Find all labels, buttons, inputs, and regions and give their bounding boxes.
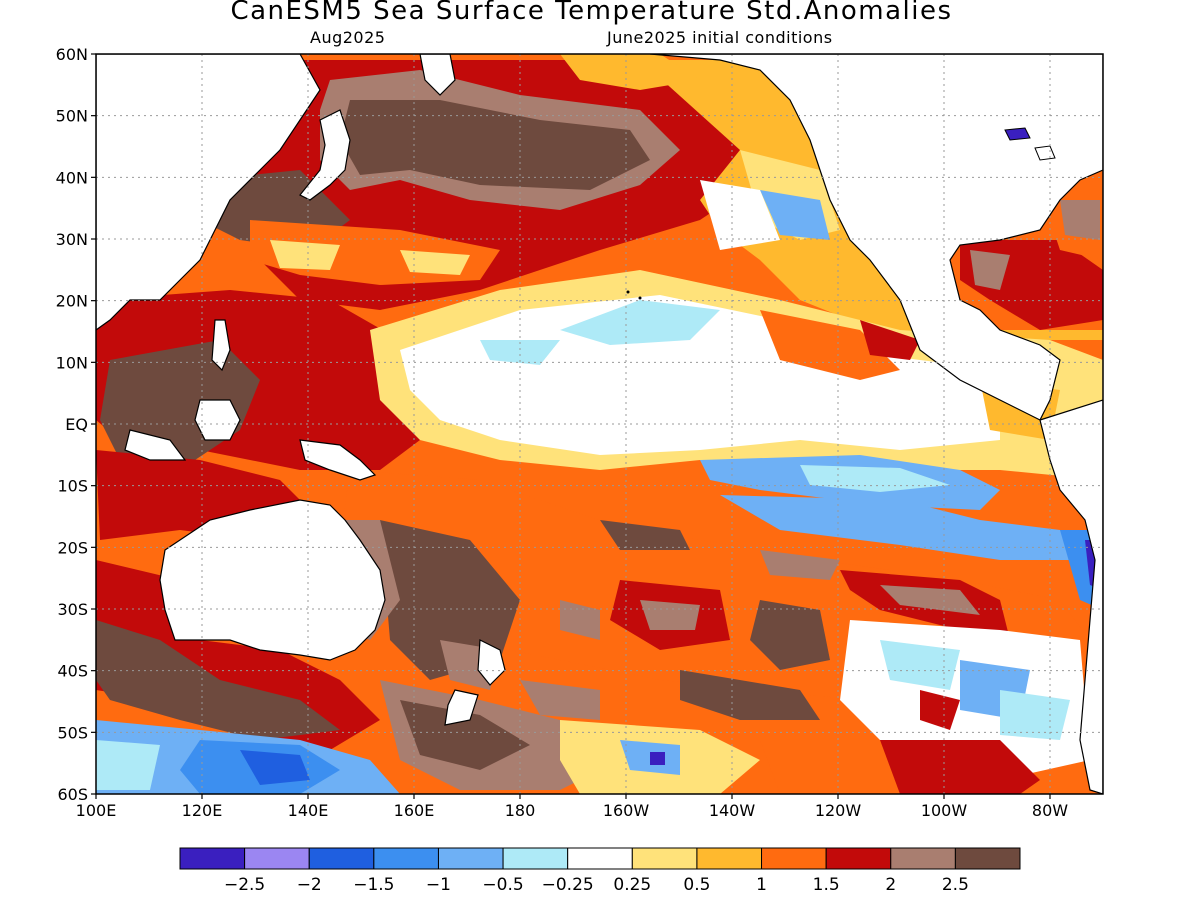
lon-label-100w: 100W <box>921 801 968 820</box>
colorbar-label: 0.5 <box>683 875 710 895</box>
colorbar-swatch <box>825 847 892 870</box>
colorbar-swatch <box>890 847 956 870</box>
colorbar-label: −2 <box>297 875 322 895</box>
lat-label-40n: 40N <box>56 168 88 187</box>
lat-label-60n: 60N <box>56 45 88 64</box>
lat-label-50n: 50N <box>56 107 88 126</box>
lat-label-60s: 60S <box>57 785 88 804</box>
lat-label-30s: 30S <box>57 600 88 619</box>
colorbar-label: −0.5 <box>482 875 523 895</box>
lon-label-180: 180 <box>505 801 536 820</box>
colorbar-label: 1.5 <box>813 875 840 895</box>
colorbar-label: −0.25 <box>542 875 594 895</box>
latitude-axis: 60N 50N 40N 30N 20N 10N EQ 10S 20S 30S 40S 50S 60S <box>56 45 88 804</box>
lon-label-140e: 140E <box>288 801 329 820</box>
colorbar-label: 2.5 <box>942 875 969 895</box>
colorbar <box>179 847 1021 870</box>
colorbar-swatch <box>567 847 633 870</box>
colorbar-swatch <box>244 847 310 870</box>
lat-label-20s: 20S <box>57 538 88 557</box>
colorbar-swatch <box>437 847 504 870</box>
lon-label-80w: 80W <box>1032 801 1068 820</box>
lon-label-160w: 160W <box>603 801 650 820</box>
colorbar-swatch <box>179 847 246 870</box>
colorbar-swatch <box>954 847 1021 870</box>
lon-label-100e: 100E <box>76 801 117 820</box>
colorbar-labels: −2.5 −2 −1.5 −1 −0.5 −0.25 0.25 0.5 1 1.5 2 2.5 <box>224 875 969 895</box>
lon-label-120w: 120W <box>815 801 862 820</box>
colorbar-swatch <box>373 847 439 870</box>
lon-label-120e: 120E <box>182 801 223 820</box>
lat-label-50s: 50S <box>57 723 88 742</box>
colorbar-label: 2 <box>885 875 896 895</box>
lat-label-40s: 40S <box>57 662 88 681</box>
colorbar-label: 0.25 <box>613 875 651 895</box>
colorbar-label: −1.5 <box>353 875 394 895</box>
lon-label-140w: 140W <box>709 801 756 820</box>
colorbar-label: −2.5 <box>224 875 265 895</box>
init-conditions-label: June2025 initial conditions <box>607 28 833 47</box>
map-title: CanESM5 Sea Surface Temperature Std.Anom… <box>230 0 953 26</box>
colorbar-label: −1 <box>426 875 451 895</box>
colorbar-swatch <box>502 847 569 870</box>
valid-month-label: Aug2025 <box>310 28 386 47</box>
colorbar-label: 1 <box>756 875 767 895</box>
longitude-axis: 100E 120E 140E 160E 180 160W 140W 120W 100W 80W <box>76 801 1069 820</box>
colorbar-swatch <box>308 847 375 870</box>
lat-label-10s: 10S <box>57 477 88 496</box>
lon-label-160e: 160E <box>394 801 435 820</box>
colorbar-swatch <box>696 847 763 870</box>
anomaly-field <box>96 54 1103 794</box>
colorbar-swatch <box>761 847 827 870</box>
lat-label-10n: 10N <box>56 353 88 372</box>
lat-label-eq: EQ <box>65 415 88 434</box>
tick-marks <box>91 53 1051 799</box>
lat-label-30n: 30N <box>56 230 88 249</box>
colorbar-swatch <box>631 847 698 870</box>
lat-label-20n: 20N <box>56 292 88 311</box>
